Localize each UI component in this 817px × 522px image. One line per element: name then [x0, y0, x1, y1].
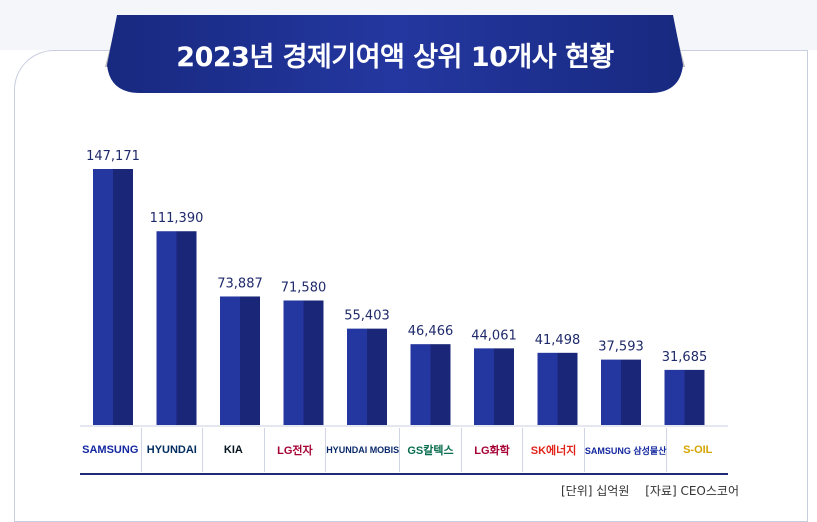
bar-shade — [367, 328, 387, 425]
bar-shade — [494, 348, 514, 425]
bar — [410, 344, 431, 425]
bar-shade — [430, 344, 451, 425]
logo-underline — [80, 473, 728, 475]
value-label: 44,061 — [471, 328, 517, 343]
company-logo: HYUNDAI — [142, 428, 204, 472]
bar-shade — [684, 369, 705, 425]
company-logo: SAMSUNG — [80, 428, 142, 472]
bar — [537, 352, 558, 425]
company-logo: HYUNDAI MOBIS — [326, 428, 401, 472]
bar-shade — [557, 352, 578, 425]
bar — [220, 296, 240, 425]
value-label: 46,466 — [408, 324, 454, 339]
bar-chart: 147,171 111,390 73,887 71,580 55,403 46,466 44… — [80, 149, 728, 427]
company-logo: LG화학 — [462, 428, 524, 472]
company-logo: SAMSUNG 삼성물산 — [585, 428, 668, 472]
source-note: [자료] CEO스코어 — [645, 484, 739, 498]
bar-shade — [113, 169, 133, 425]
bar-shade — [176, 231, 197, 425]
bar — [474, 348, 494, 425]
bar-shade — [621, 359, 641, 425]
value-label: 73,887 — [217, 276, 263, 291]
title-banner: 2023년 경제기여액 상위 10개사 현황 — [105, 15, 685, 93]
chart-footer: [단위] 십억원 [자료] CEO스코어 — [549, 482, 739, 499]
banner-shape — [105, 15, 685, 93]
chart-title: 2023년 경제기여액 상위 10개사 현황 — [176, 42, 614, 73]
company-logo: S-OIL — [683, 444, 713, 456]
bar-shade — [240, 296, 260, 425]
value-label: 55,403 — [344, 309, 390, 324]
company-logo: SK에너지 — [523, 428, 585, 472]
bar — [664, 369, 685, 425]
value-label: 41,498 — [535, 333, 581, 348]
value-label: 31,685 — [662, 350, 708, 365]
bar-shade — [303, 300, 324, 425]
bar — [601, 359, 621, 425]
company-logo: GS칼텍스 — [400, 428, 462, 472]
value-label: 147,171 — [86, 149, 140, 164]
value-label: 37,593 — [598, 340, 644, 355]
chart-panel — [14, 50, 808, 522]
company-logo: KIA — [203, 428, 265, 472]
value-label: 111,390 — [150, 211, 204, 226]
bar — [347, 328, 367, 425]
company-logo: LG전자 — [265, 428, 327, 472]
unit-note: [단위] 십억원 — [560, 484, 630, 498]
bar — [283, 300, 304, 425]
bar — [156, 231, 177, 425]
company-logos: SAMSUNG HYUNDAI KIA LG전자 HYUNDAI MOBIS GS칼텍스 L… — [80, 428, 728, 472]
value-label: 71,580 — [281, 280, 327, 295]
bar — [93, 169, 113, 425]
